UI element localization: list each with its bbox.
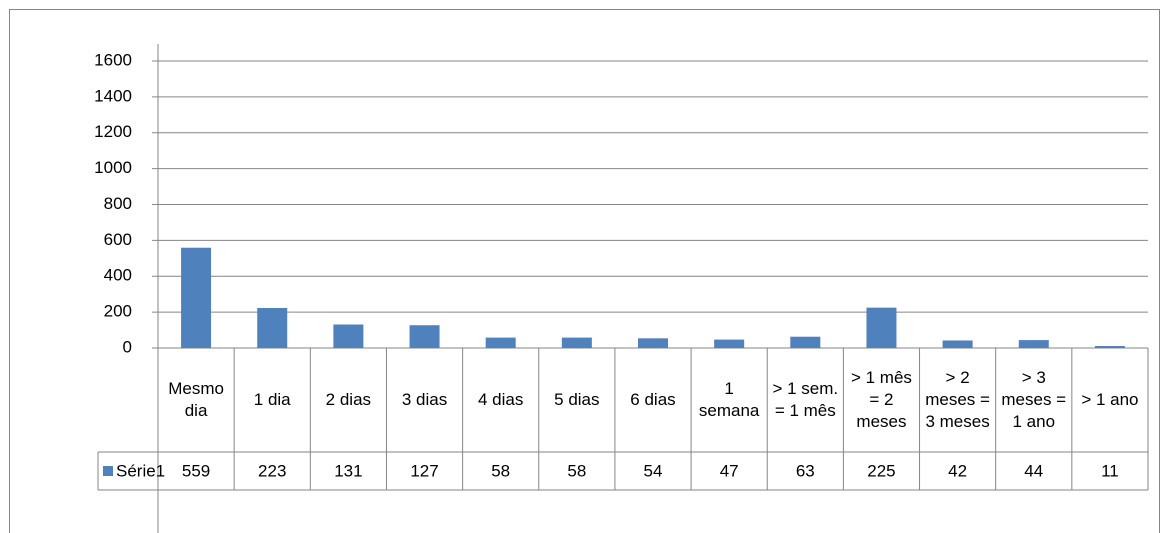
data-table-value: 44 [1024,461,1043,480]
legend-label: Série1 [116,461,165,480]
bar [714,339,745,348]
data-table-value: 47 [720,461,739,480]
y-tick-label: 1200 [94,122,132,141]
x-tick-cell: Mesmo dia [168,379,224,420]
x-tick-cell: 5 dias [554,390,600,409]
data-table-value: 58 [567,461,586,480]
data-table-value: 127 [410,461,438,480]
y-tick-label: 200 [104,302,132,321]
y-tick-label: 600 [104,230,132,249]
x-tick-cell: > 1 mês = 2 meses [850,368,912,431]
data-table-value: 559 [182,461,210,480]
data-table-value: 131 [334,461,362,480]
x-tick-label: 1 semana [698,379,760,420]
x-tick-cell: > 2 meses = 3 meses [925,368,990,431]
y-tick-label: 0 [123,337,132,356]
x-tick-label: 4 dias [477,390,524,409]
bar [638,338,668,348]
x-tick-label: > 1 mês = 2 meses [850,368,912,431]
data-table-value: 225 [867,461,895,480]
legend-key [103,466,113,476]
bar [409,325,440,348]
bar [1094,346,1125,348]
data-table-value: 42 [948,461,967,480]
x-tick-label: 5 dias [554,390,600,409]
y-tick-label: 1000 [94,158,132,177]
bar [1018,340,1049,348]
y-tick-label: 800 [104,194,132,213]
x-tick-label: > 3 meses = 1 ano [1001,368,1067,431]
data-table-value: 223 [258,461,286,480]
x-tick-cell: 4 dias [477,390,524,409]
bar [485,337,516,348]
x-tick-cell: 1 semana [698,379,760,420]
x-tick-cell: 1 dia [253,390,291,409]
bar [942,340,973,348]
x-tick-cell: > 1 sem. = 1 mês [772,379,839,420]
x-tick-cell: 3 dias [401,390,448,409]
data-table-value: 58 [491,461,510,480]
data-table-value: 54 [644,461,663,480]
bar [181,247,212,348]
x-tick-label: > 1 sem. = 1 mês [772,379,839,420]
data-table-value: 11 [1101,461,1119,480]
x-tick-cell: 2 dias [325,390,372,409]
y-tick-label: 1400 [94,86,132,105]
data-table-value: 63 [796,461,815,480]
x-tick-label: 3 dias [401,390,448,409]
bar [866,307,897,348]
x-tick-label: 1 dia [253,390,291,409]
bar [257,307,288,348]
x-tick-label: 2 dias [325,390,372,409]
x-tick-label: > 2 meses = 3 meses [925,368,990,431]
chart-frame [9,9,1160,533]
y-tick-label: 1600 [94,50,132,69]
x-tick-label: Mesmo dia [168,379,224,420]
bar [790,336,821,348]
x-tick-cell: 6 dias [630,390,676,409]
y-tick-label: 400 [104,266,132,285]
x-tick-label: 6 dias [630,390,676,409]
x-tick-label: > 1 ano [1081,390,1139,409]
x-tick-cell: > 1 ano [1081,390,1139,409]
x-tick-cell: > 3 meses = 1 ano [1001,368,1067,431]
bar [561,337,592,348]
bar [333,324,364,348]
